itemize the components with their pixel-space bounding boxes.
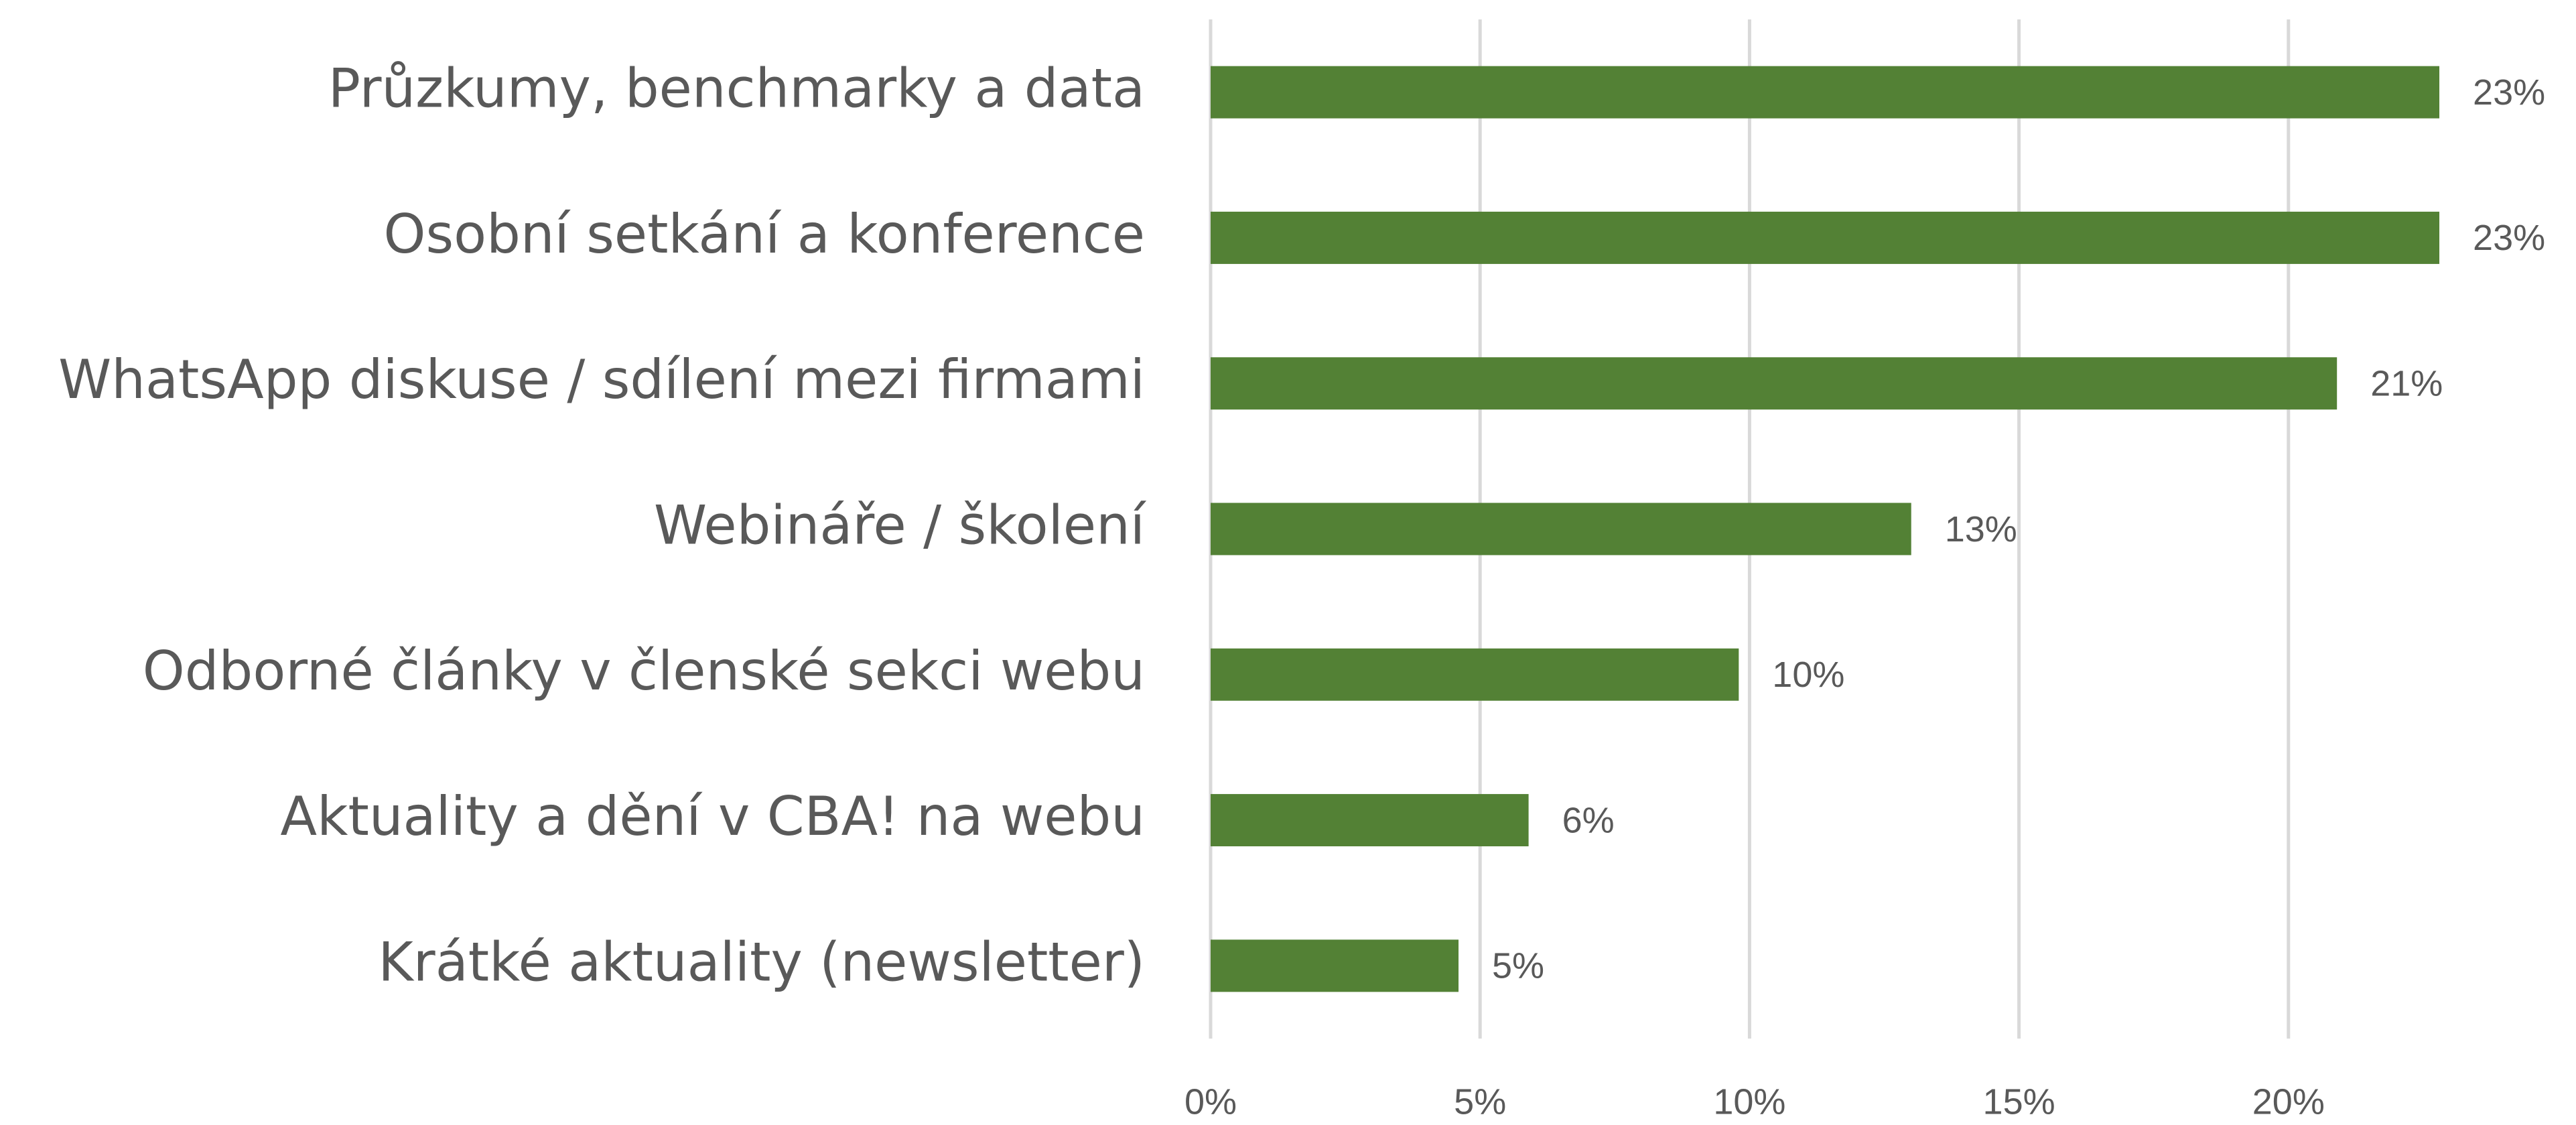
bar [1211, 357, 2337, 410]
data-label: 13% [1945, 509, 2017, 549]
data-label: 6% [1562, 800, 1615, 840]
y-tick-label: Průzkumy, benchmarky a data [328, 58, 1145, 120]
data-label: 5% [1492, 946, 1544, 986]
y-tick-label: Webináře / školení [654, 494, 1147, 556]
data-label: 21% [2370, 363, 2443, 403]
x-tick-label: 15% [1983, 1081, 2055, 1122]
x-tick-label: 5% [1454, 1081, 1506, 1122]
bar [1211, 66, 2440, 119]
bar [1211, 503, 1911, 555]
bar [1211, 939, 1459, 992]
x-tick-label: 10% [1713, 1081, 1785, 1122]
data-label: 10% [1772, 655, 1844, 695]
y-tick-label: Aktuality a dění v CBA! na webu [280, 785, 1145, 848]
bar [1211, 648, 1739, 701]
y-tick-label: WhatsApp diskuse / sdílení mezi firmami [58, 348, 1145, 411]
data-label: 23% [2473, 72, 2545, 113]
data-label: 23% [2473, 218, 2545, 258]
bar [1211, 794, 1529, 847]
x-tick-label: 0% [1184, 1081, 1237, 1122]
y-tick-label: Odborné články v členské sekci webu [143, 640, 1145, 702]
y-tick-label: Osobní setkání a konference [383, 203, 1145, 265]
x-tick-label: 20% [2252, 1081, 2325, 1122]
y-tick-label: Krátké aktuality (newsletter) [378, 931, 1145, 993]
bar [1211, 211, 2440, 264]
